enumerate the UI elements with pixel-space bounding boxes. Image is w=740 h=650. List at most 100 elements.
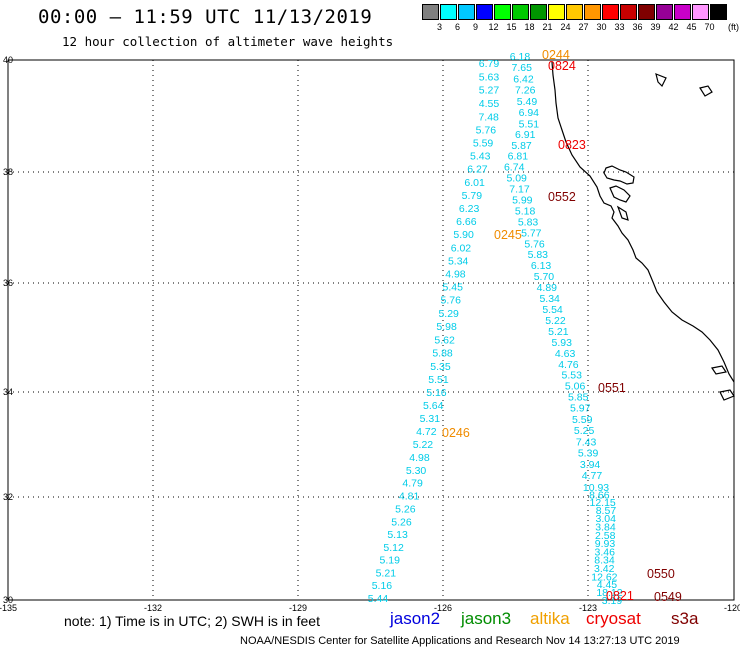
latitude-tick-label: 32 [3, 492, 13, 502]
color-scale-label: 45 [686, 22, 697, 32]
color-scale-label: 24 [560, 22, 571, 32]
longitude-tick-label: -132 [144, 603, 162, 613]
wave-height-value: 5.35 [430, 361, 451, 373]
pass-time-label: 0824 [548, 59, 576, 73]
wave-height-value: 5.88 [432, 348, 453, 360]
wave-height-value: 5.29 [438, 308, 459, 320]
wave-height-value: 5.21 [548, 326, 569, 338]
wave-height-value: 6.42 [513, 73, 534, 85]
color-scale-label: 12 [488, 22, 499, 32]
wave-height-value: 5.83 [528, 249, 549, 261]
wave-height-value: 5.97 [570, 403, 591, 415]
color-scale-cell [710, 4, 727, 20]
wave-height-value: 5.59 [473, 138, 494, 150]
latitude-tick-label: 38 [3, 167, 13, 177]
wave-height-value: 5.49 [517, 96, 538, 108]
longitude-tick-label: -129 [289, 603, 307, 613]
color-scale-label: 21 [542, 22, 553, 32]
wave-height-value: 5.93 [551, 337, 572, 349]
wave-height-value: 5.09 [506, 172, 527, 184]
wave-height-value: 6.81 [508, 151, 529, 163]
latitude-tick-label: 40 [3, 55, 13, 65]
wave-height-value: 3.84 [595, 521, 616, 533]
credit-line: NOAA/NESDIS Center for Satellite Applica… [240, 635, 680, 647]
color-scale-cell [458, 4, 475, 20]
wave-height-value: 5.43 [470, 151, 491, 163]
wave-height-value: 6.74 [504, 161, 525, 173]
color-scale-label: 6 [454, 22, 460, 32]
wave-height-value: 7.65 [512, 62, 533, 74]
wave-height-value: 5.76 [441, 295, 462, 307]
color-scale-cell [476, 4, 493, 20]
wave-height-value: 9.93 [595, 538, 616, 550]
satellite-legend-entry: altika [530, 609, 570, 628]
wave-height-value: 12.62 [591, 571, 617, 583]
coastline [551, 61, 735, 401]
wave-height-value: 8.34 [594, 555, 615, 567]
wave-height-value: 4.89 [537, 282, 558, 294]
color-scale-cell [440, 4, 457, 20]
wave-height-value: 5.77 [521, 227, 542, 239]
pass-time-label: 0245 [494, 228, 522, 242]
wave-height-value: 7.43 [576, 436, 597, 448]
longitude-tick-label: -126 [434, 603, 452, 613]
color-scale-label: 36 [632, 22, 643, 32]
wave-height-value: 6.27 [467, 164, 488, 176]
wave-height-value: 6.02 [451, 242, 472, 254]
wave-height-value: 5.76 [524, 238, 545, 250]
color-scale-label: 33 [614, 22, 625, 32]
wave-height-value: 6.91 [515, 129, 536, 141]
color-scale-cell [584, 4, 601, 20]
wave-height-value: 3.42 [594, 563, 615, 575]
color-scale-cell [566, 4, 583, 20]
wave-height-value: 5.31 [420, 413, 441, 425]
color-scale-label: 70 [704, 22, 715, 32]
wave-height-value: 4.98 [445, 268, 466, 280]
longitude-tick-label: -135 [0, 603, 17, 613]
wave-height-value: 4.76 [558, 359, 579, 371]
wave-height-value: 5.85 [568, 392, 589, 404]
color-scale-label: 42 [668, 22, 679, 32]
wave-height-value: 5.16 [426, 387, 447, 399]
wave-height-value: 18.12 [596, 587, 622, 599]
wave-height-value: 8.57 [596, 505, 617, 517]
wave-height-value: 4.77 [582, 470, 603, 482]
wave-height-value: 6.66 [456, 216, 477, 228]
wave-height-value: 5.63 [479, 71, 500, 83]
wave-height-value: 8.66 [589, 490, 610, 502]
color-scale-unit: (ft) [728, 22, 739, 32]
wave-height-value: 4.98 [409, 452, 430, 464]
wave-height-value: 6.94 [519, 107, 540, 119]
pass-time-label: 0549 [654, 590, 682, 604]
pass-time-label: 0244 [542, 48, 570, 62]
wave-height-value: 5.83 [518, 217, 539, 229]
altimeter-tracks: 6.795.635.274.557.485.765.595.436.276.01… [368, 51, 623, 607]
wave-height-value: 5.51 [519, 118, 540, 130]
wave-height-value: 6.18 [510, 51, 531, 63]
wave-height-value: 5.12 [383, 542, 404, 554]
wave-height-value: 3.04 [596, 513, 617, 525]
wave-height-value: 4.55 [479, 98, 500, 110]
satellite-legend-entry: cryosat [586, 609, 641, 628]
wave-height-value: 5.21 [376, 567, 397, 579]
color-scale-cell [674, 4, 691, 20]
wave-height-value: 5.62 [434, 334, 455, 346]
wave-height-value: 5.26 [391, 516, 412, 528]
axis-tick-labels: -135 -132 -129 -126 -123 -120 40 38 36 34 32 30 [0, 55, 740, 613]
color-scale-cell [530, 4, 547, 20]
wave-height-value: 6.23 [459, 203, 480, 215]
pass-time-label: 0246 [442, 426, 470, 440]
color-scale-label: 9 [472, 22, 478, 32]
wave-height-value: 5.06 [565, 381, 586, 393]
wave-height-value: 5.70 [534, 271, 555, 283]
color-scale-cell [638, 4, 655, 20]
page-title: 00:00 – 11:59 UTC 11/13/2019 [38, 6, 373, 28]
color-scale-label: 3 [436, 22, 442, 32]
color-scale-label: 15 [506, 22, 517, 32]
wave-height-value: 5.34 [448, 255, 469, 267]
wave-height-value: 5.22 [413, 439, 434, 451]
satellite-legend-entry: jason2 [390, 609, 441, 628]
wave-height-value: 5.13 [387, 529, 408, 541]
